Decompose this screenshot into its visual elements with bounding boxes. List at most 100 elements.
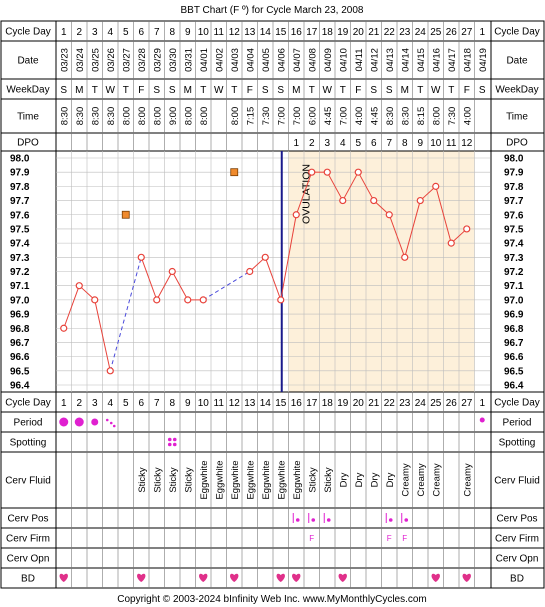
temp-tick-label-right: 97.7 <box>504 196 524 207</box>
weekday-label: M <box>75 85 83 96</box>
cycle-day-label: 16 <box>291 27 303 38</box>
cycle-day-label-bottom: 27 <box>461 398 473 409</box>
period-spot-mark <box>109 421 113 425</box>
cerv-fluid-label: Eggwhite <box>292 460 303 499</box>
row-label-date-right: Date <box>506 56 528 67</box>
weekday-label: T <box>309 85 315 96</box>
weekday-label: T <box>200 85 206 96</box>
weekday-label: M <box>292 85 300 96</box>
cycle-day-label-bottom: 11 <box>214 398 225 409</box>
cycle-day-label-bottom: 18 <box>322 398 334 409</box>
cerv-pos-dot <box>326 518 331 522</box>
date-label: 04/02 <box>214 48 225 72</box>
row-label-bd-right: BD <box>510 574 524 585</box>
cerv-fluid-label: Creamy <box>400 463 411 497</box>
temp-tick-label: 96.7 <box>10 338 30 349</box>
cycle-day-label: 1 <box>479 27 485 38</box>
cycle-day-label: 15 <box>275 27 287 38</box>
temp-tick-label-right: 98.0 <box>504 154 524 165</box>
temp-point <box>153 296 161 304</box>
cerv-fluid-label: Eggwhite <box>214 460 225 499</box>
cycle-day-label-bottom: 5 <box>123 398 129 409</box>
cycle-day-label: 23 <box>399 27 411 38</box>
bd-heart-icon <box>230 573 239 582</box>
cycle-day-label: 14 <box>260 27 272 38</box>
cerv-firm-mark: F <box>402 534 407 543</box>
cerv-firm-mark: F <box>387 534 392 543</box>
temp-line-segment <box>342 171 359 201</box>
cycle-day-label: 22 <box>384 27 396 38</box>
time-label: 8:00 <box>152 107 163 126</box>
discarded-temp-marker <box>230 168 239 177</box>
bd-heart-icon <box>59 573 68 582</box>
date-label: 04/03 <box>230 48 241 72</box>
cycle-day-label: 13 <box>244 27 256 38</box>
temp-tick-label: 97.7 <box>10 196 30 207</box>
cerv-fluid-label: Eggwhite <box>276 460 287 499</box>
cerv-fluid-label: Creamy <box>462 463 473 497</box>
temp-tick-label: 96.6 <box>10 352 30 363</box>
temp-point <box>385 211 393 219</box>
temp-point <box>463 225 471 233</box>
cycle-day-label: 25 <box>430 27 442 38</box>
temp-point <box>370 196 378 205</box>
weekday-label: S <box>60 85 67 96</box>
cycle-day-label-bottom: 6 <box>138 398 144 409</box>
chart-title: BBT Chart (F º) for Cycle March 23, 2008 <box>181 5 364 16</box>
temp-line-segment <box>156 271 173 301</box>
row-label-cerv_pos: Cerv Pos <box>7 514 48 525</box>
temp-point <box>292 211 300 219</box>
date-label: 04/15 <box>416 48 427 72</box>
weekday-label: F <box>355 85 361 96</box>
dpo-label: 9 <box>417 138 423 149</box>
weekday-label: M <box>184 85 192 96</box>
temp-point <box>432 182 440 190</box>
cerv-pos-dot <box>404 518 409 522</box>
cycle-day-label: 10 <box>198 27 210 38</box>
temp-point <box>261 253 269 261</box>
cerv-fluid-label: Dry <box>354 472 365 487</box>
cycle-day-label: 19 <box>337 27 349 38</box>
weekday-label: W <box>214 85 224 96</box>
period-spot-mark <box>112 424 116 428</box>
time-label: 7:00 <box>338 107 349 126</box>
temp-tick-label: 97.4 <box>10 239 30 250</box>
temp-tick-label: 97.0 <box>10 295 30 306</box>
cerv-fluid-label: Sticky <box>307 467 318 493</box>
weekday-label: T <box>448 85 454 96</box>
cycle-day-label-bottom: 20 <box>353 398 365 409</box>
period-spot-mark <box>105 418 109 422</box>
temp-line-segment <box>264 257 282 301</box>
temp-point <box>184 296 192 304</box>
date-label: 04/19 <box>478 48 489 72</box>
row-label-dpo-right: DPO <box>506 138 528 149</box>
cycle-day-label: 8 <box>169 27 175 38</box>
cycle-day-label-bottom: 14 <box>260 398 272 409</box>
weekday-label: T <box>417 85 423 96</box>
weekday-label: S <box>153 85 160 96</box>
copyright-text: Copyright © 2003-2024 bInfinity Web Inc.… <box>117 594 427 605</box>
cycle-day-label-bottom: 21 <box>368 398 380 409</box>
temp-tick-label: 98.0 <box>10 154 30 165</box>
cerv-fluid-label: Eggwhite <box>199 460 210 499</box>
row-label-cerv_firm-right: Cerv Firm <box>495 534 539 545</box>
bd-heart-icon <box>462 573 471 582</box>
temp-point <box>416 196 424 205</box>
cycle-day-label: 3 <box>92 27 98 38</box>
temp-tick-label: 97.1 <box>10 281 30 292</box>
temp-point <box>447 239 455 247</box>
date-label: 03/26 <box>106 48 117 72</box>
temp-line-segment <box>404 200 421 258</box>
temp-point <box>246 267 254 276</box>
date-label: 03/29 <box>152 48 163 72</box>
row-label-cycle_day-right: Cycle Day <box>494 27 540 38</box>
cerv-fluid-label: Eggwhite <box>245 460 256 499</box>
time-label: 9:00 <box>168 107 179 126</box>
temp-point <box>308 168 316 176</box>
cycle-day-label-bottom: 16 <box>291 398 303 409</box>
bd-heart-icon <box>292 573 301 582</box>
temp-tick-label-right: 96.5 <box>504 366 524 377</box>
cycle-day-label: 26 <box>446 27 458 38</box>
date-label: 03/25 <box>90 48 101 72</box>
row-label-cerv_opn-right: Cerv Opn <box>496 554 539 565</box>
